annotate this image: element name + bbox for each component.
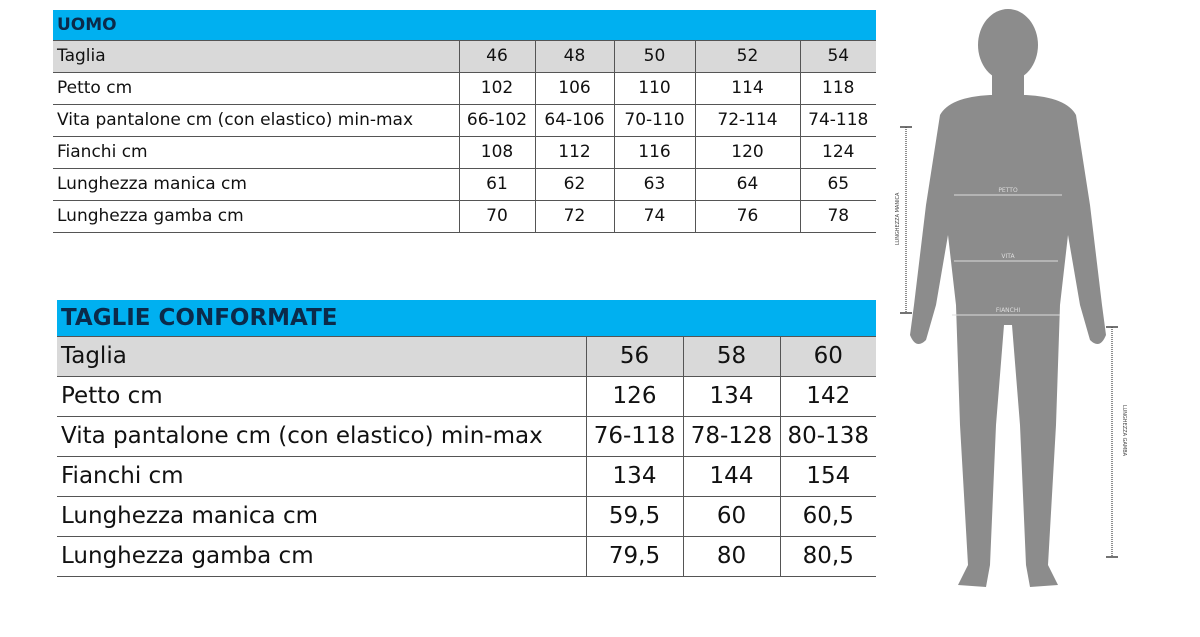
table-row: Lunghezza gamba cm 79,5 80 80,5: [57, 536, 877, 577]
cell-value: 64-106: [534, 104, 614, 137]
cell-value: 118: [799, 72, 877, 105]
row-label: Fianchi cm: [57, 456, 586, 497]
table-title: UOMO: [53, 10, 877, 41]
petto-label: PETTO: [998, 187, 1018, 194]
cell-value: 80: [682, 536, 780, 577]
silhouette: [910, 9, 1106, 587]
cell-value: 124: [799, 136, 877, 169]
row-label: Petto cm: [57, 376, 586, 417]
table-row: Lunghezza gamba cm 70 72 74 76 78: [53, 200, 877, 233]
cell-value: 56: [585, 336, 683, 377]
cell-value: 102: [458, 72, 535, 105]
cell-value: 120: [694, 136, 800, 169]
cell-value: 61: [458, 168, 535, 201]
cell-value: 46: [458, 40, 535, 73]
cell-value: 106: [534, 72, 614, 105]
cell-value: 54: [799, 40, 877, 73]
table-row: Fianchi cm 108 112 116 120 124: [53, 136, 877, 169]
table-row: Vita pantalone cm (con elastico) min-max…: [53, 104, 877, 137]
body-silhouette-figure: PETTO VITA FIANCHI LUNGHEZZA MANICA LUNG…: [895, 9, 1127, 587]
table-row: Taglia 46 48 50 52 54: [53, 40, 877, 73]
cell-value: 78-128: [682, 416, 780, 457]
cell-value: 72: [534, 200, 614, 233]
cell-value: 58: [682, 336, 780, 377]
table-row: Taglia 56 58 60: [57, 336, 877, 377]
cell-value: 65: [799, 168, 877, 201]
cell-value: 70: [458, 200, 535, 233]
cell-value: 112: [534, 136, 614, 169]
vita-label: VITA: [1001, 253, 1015, 260]
fianchi-label: FIANCHI: [996, 307, 1021, 314]
cell-value: 114: [694, 72, 800, 105]
cell-value: 108: [458, 136, 535, 169]
table-row: Fianchi cm 134 144 154: [57, 456, 877, 497]
row-label: Lunghezza manica cm: [57, 496, 586, 537]
row-label: Fianchi cm: [53, 136, 459, 169]
row-label: Lunghezza gamba cm: [53, 200, 459, 233]
row-label: Taglia: [53, 40, 459, 73]
cell-value: 52: [694, 40, 800, 73]
cell-value: 79,5: [585, 536, 683, 577]
cell-value: 76-118: [585, 416, 683, 457]
cell-value: 48: [534, 40, 614, 73]
cell-value: 50: [613, 40, 695, 73]
row-label: Lunghezza manica cm: [53, 168, 459, 201]
table-row: Vita pantalone cm (con elastico) min-max…: [57, 416, 877, 457]
uomo-size-table: UOMO Taglia 46 48 50 52 54 Petto cm 102 106 110 11…: [53, 10, 877, 233]
cell-value: 59,5: [585, 496, 683, 537]
cell-value: 72-114: [694, 104, 800, 137]
cell-value: 76: [694, 200, 800, 233]
cell-value: 60: [682, 496, 780, 537]
table-row: Petto cm 126 134 142: [57, 376, 877, 417]
table-row: Lunghezza manica cm 61 62 63 64 65: [53, 168, 877, 201]
cell-value: 78: [799, 200, 877, 233]
table-title: TAGLIE CONFORMATE: [57, 300, 877, 337]
table-row: Lunghezza manica cm 59,5 60 60,5: [57, 496, 877, 537]
row-label: Taglia: [57, 336, 586, 377]
cell-value: 144: [682, 456, 780, 497]
cell-value: 66-102: [458, 104, 535, 137]
row-label: Vita pantalone cm (con elastico) min-max: [53, 104, 459, 137]
cell-value: 80-138: [779, 416, 877, 457]
cell-value: 62: [534, 168, 614, 201]
cell-value: 70-110: [613, 104, 695, 137]
cell-value: 110: [613, 72, 695, 105]
gamba-label: LUNGHEZZA GAMBA: [1121, 405, 1127, 457]
manica-label: LUNGHEZZA MANICA: [895, 192, 901, 245]
table-row: Petto cm 102 106 110 114 118: [53, 72, 877, 105]
cell-value: 142: [779, 376, 877, 417]
cell-value: 80,5: [779, 536, 877, 577]
cell-value: 126: [585, 376, 683, 417]
cell-value: 63: [613, 168, 695, 201]
cell-value: 134: [682, 376, 780, 417]
cell-value: 154: [779, 456, 877, 497]
cell-value: 116: [613, 136, 695, 169]
cell-value: 60,5: [779, 496, 877, 537]
cell-value: 74-118: [799, 104, 877, 137]
cell-value: 60: [779, 336, 877, 377]
row-label: Petto cm: [53, 72, 459, 105]
cell-value: 64: [694, 168, 800, 201]
taglie-conformate-table: TAGLIE CONFORMATE Taglia 56 58 60 Petto cm 12…: [57, 300, 877, 577]
cell-value: 74: [613, 200, 695, 233]
row-label: Lunghezza gamba cm: [57, 536, 586, 577]
cell-value: 134: [585, 456, 683, 497]
row-label: Vita pantalone cm (con elastico) min-max: [57, 416, 586, 457]
